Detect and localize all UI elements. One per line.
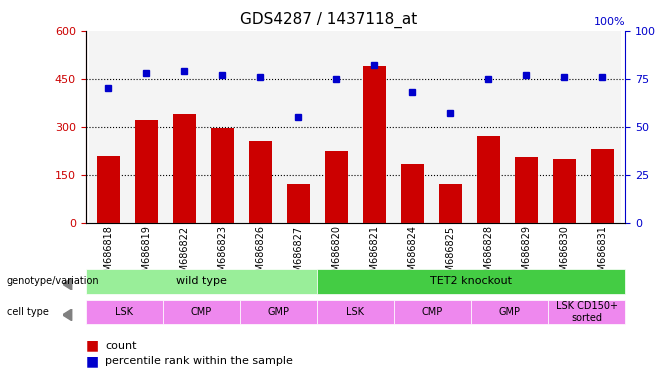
Bar: [287, 184, 310, 223]
Bar: [317, 31, 355, 223]
Text: ■: ■: [86, 354, 99, 368]
Text: 100%: 100%: [594, 17, 625, 27]
Polygon shape: [63, 309, 72, 321]
Text: TET2 knockout: TET2 knockout: [430, 276, 512, 286]
Text: cell type: cell type: [7, 307, 49, 317]
Bar: [431, 31, 469, 223]
Text: LSK: LSK: [346, 307, 365, 317]
Bar: [591, 149, 614, 223]
Bar: [165, 31, 203, 223]
Text: genotype/variation: genotype/variation: [7, 276, 99, 286]
Bar: [249, 141, 272, 223]
Bar: [280, 31, 317, 223]
Bar: [97, 156, 120, 223]
Text: count: count: [105, 341, 137, 351]
Bar: [515, 157, 538, 223]
Bar: [173, 114, 195, 223]
Polygon shape: [63, 278, 72, 290]
Bar: [89, 31, 128, 223]
Text: GMP: GMP: [499, 307, 520, 317]
Text: GDS4287 / 1437118_at: GDS4287 / 1437118_at: [240, 12, 418, 28]
Bar: [477, 136, 499, 223]
Bar: [553, 159, 576, 223]
Bar: [401, 164, 424, 223]
Bar: [545, 31, 583, 223]
Bar: [241, 31, 280, 223]
Bar: [355, 31, 393, 223]
Bar: [203, 31, 241, 223]
Bar: [363, 66, 386, 223]
Text: CMP: CMP: [422, 307, 443, 317]
Bar: [325, 151, 347, 223]
Text: LSK CD150+
sorted: LSK CD150+ sorted: [555, 301, 618, 323]
Text: CMP: CMP: [191, 307, 212, 317]
Text: percentile rank within the sample: percentile rank within the sample: [105, 356, 293, 366]
Text: wild type: wild type: [176, 276, 226, 286]
Bar: [439, 184, 462, 223]
Bar: [393, 31, 431, 223]
Bar: [583, 31, 621, 223]
Text: LSK: LSK: [115, 307, 133, 317]
Bar: [469, 31, 507, 223]
Bar: [211, 128, 234, 223]
Bar: [135, 120, 158, 223]
Bar: [507, 31, 545, 223]
Bar: [128, 31, 165, 223]
Text: GMP: GMP: [267, 307, 290, 317]
Text: ■: ■: [86, 339, 99, 353]
